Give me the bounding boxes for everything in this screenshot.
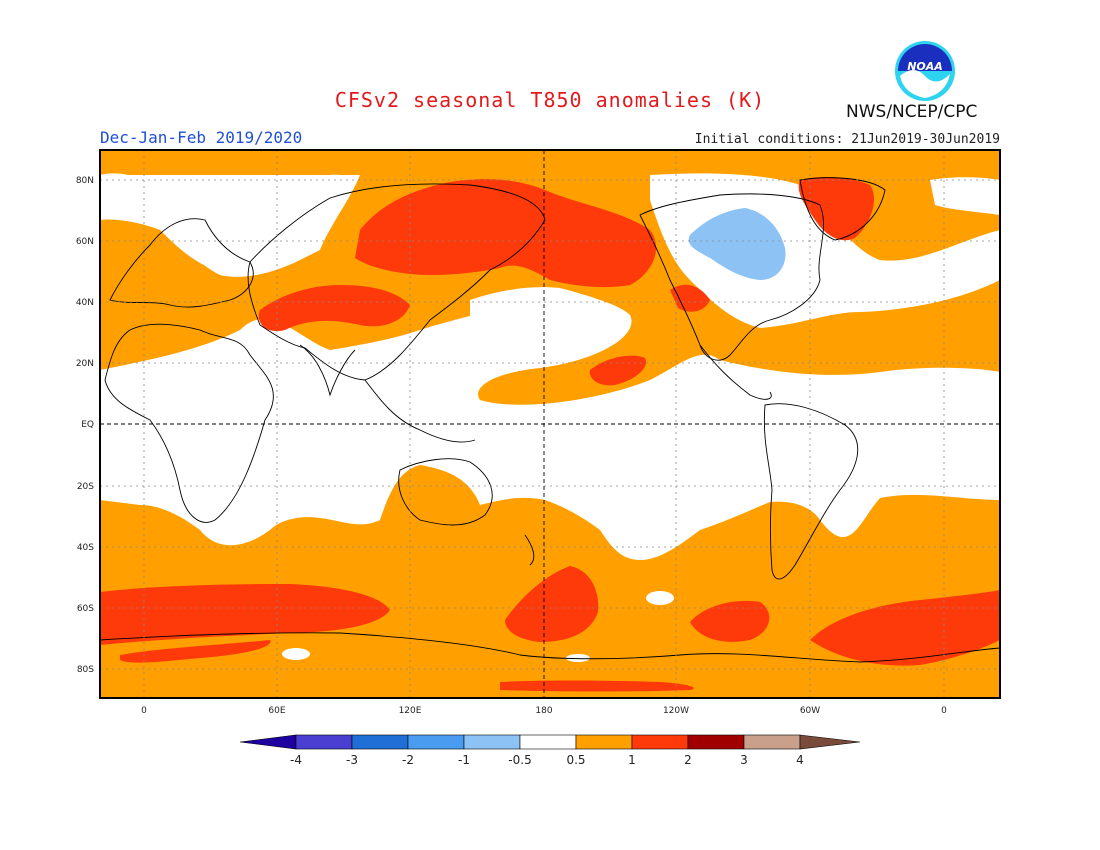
- coastlines: [100, 177, 1000, 663]
- coast-antarctica: [100, 632, 1000, 663]
- anomaly-shading: [100, 173, 1000, 692]
- strong-anomaly-southern-ocean-atlantic: [810, 590, 1000, 666]
- colorbar-swatch-n3: [295, 734, 353, 750]
- colorbar-label: 0.5: [566, 753, 586, 767]
- white-patch-south-pacific: [646, 591, 674, 605]
- lon-label: 0: [141, 706, 147, 716]
- colorbar-label: -3: [346, 753, 358, 767]
- colorbar-label: 2: [684, 753, 692, 767]
- colorbar-swatch-p05: [575, 734, 633, 750]
- colorbar-swatch-n2: [351, 734, 409, 750]
- coast-greenland: [799, 177, 886, 241]
- coast-europe: [109, 218, 254, 308]
- strong-anomaly-alaska: [670, 284, 710, 312]
- coast-south-america: [763, 403, 859, 580]
- white-region-tropics: [100, 295, 1000, 560]
- lon-label: 120W: [663, 706, 689, 716]
- lat-label: 80S: [77, 665, 94, 675]
- longitude-labels: 0 60E 120E 180 120W 60W 0: [141, 706, 947, 716]
- white-region-eurasia-north: [115, 175, 360, 277]
- strong-anomaly-southern-ocean-west: [100, 584, 390, 645]
- lat-label: 20S: [77, 482, 94, 492]
- colorbar-swatch-p1: [631, 734, 689, 750]
- latitude-labels: 80N 60N 40N 20N EQ 20S 40S 60S 80S: [76, 176, 94, 675]
- colorbar-label: 1: [628, 753, 636, 767]
- colorbar-swatch-p3: [743, 734, 801, 750]
- map-frame: [99, 149, 1001, 699]
- strong-anomaly-central-asia: [258, 285, 410, 332]
- noaa-emblem-icon: [895, 41, 955, 101]
- colorbar-swatch-p4: [799, 734, 861, 750]
- coast-southeast-asia: [364, 379, 476, 443]
- colorbar: [239, 734, 861, 750]
- graticule: [100, 150, 1000, 698]
- colorbar-label: -4: [290, 753, 302, 767]
- colorbar-label: 3: [740, 753, 748, 767]
- white-patch-antarctic-1: [282, 648, 310, 660]
- coast-new-zealand: [524, 534, 535, 566]
- agency-label: NWS/NCEP/CPC: [846, 102, 978, 122]
- strong-anomaly-southern-ocean-east: [690, 600, 770, 642]
- strong-anomaly-north-pacific: [589, 355, 646, 386]
- lat-label: 80N: [76, 176, 94, 186]
- season-label: Dec-Jan-Feb 2019/2020: [100, 128, 303, 147]
- logo-lettering: NOAA: [907, 60, 943, 73]
- coast-central-america: [699, 344, 772, 400]
- colorbar-label: -1: [458, 753, 470, 767]
- initial-conditions-label: Initial conditions: 21Jun2019-30Jun2019: [694, 132, 1000, 147]
- coast-africa: [104, 323, 274, 523]
- colorbar-swatch-n1: [407, 734, 465, 750]
- colorbar-label: -2: [402, 753, 414, 767]
- lat-label: 40S: [77, 543, 94, 553]
- coast-asia: [247, 183, 546, 381]
- lat-label: 40N: [76, 298, 94, 308]
- colorbar-swatch-p2: [687, 734, 745, 750]
- coast-india: [299, 344, 356, 397]
- lon-label: 60E: [268, 706, 285, 716]
- colorbar-label: 4: [796, 753, 804, 767]
- colorbar-label: -0.5: [508, 753, 532, 767]
- strong-anomaly-antarctic-ross: [500, 680, 694, 692]
- lon-label: 60W: [800, 706, 820, 716]
- coast-australia: [398, 458, 493, 526]
- lat-label: EQ: [81, 420, 94, 430]
- coast-north-america: [639, 193, 824, 361]
- lon-label: 0: [941, 706, 947, 716]
- strong-anomaly-southern-ocean-central: [505, 566, 599, 642]
- noaa-logo: NOAA: [894, 40, 956, 102]
- cold-anomaly-canada: [688, 208, 786, 280]
- lat-label: 20N: [76, 359, 94, 369]
- lon-label: 180: [535, 706, 552, 716]
- lon-label: 120E: [399, 706, 422, 716]
- map-title: CFSv2 seasonal T850 anomalies (K): [334, 88, 766, 112]
- lat-label: 60S: [77, 604, 94, 614]
- lat-label: 60N: [76, 237, 94, 247]
- reference-lines: [100, 150, 1000, 698]
- colorbar-swatch-n4: [239, 734, 297, 750]
- white-region-arctic-greenland: [930, 177, 1000, 215]
- strong-anomaly-greenland: [798, 177, 875, 241]
- colorbar-swatch-white: [519, 734, 577, 750]
- strong-anomaly-antarctic-coast: [120, 640, 271, 663]
- white-patch-antarctic-2: [566, 654, 590, 662]
- colorbar-swatch-n05: [463, 734, 521, 750]
- strong-anomaly-siberia-pacific: [355, 179, 657, 288]
